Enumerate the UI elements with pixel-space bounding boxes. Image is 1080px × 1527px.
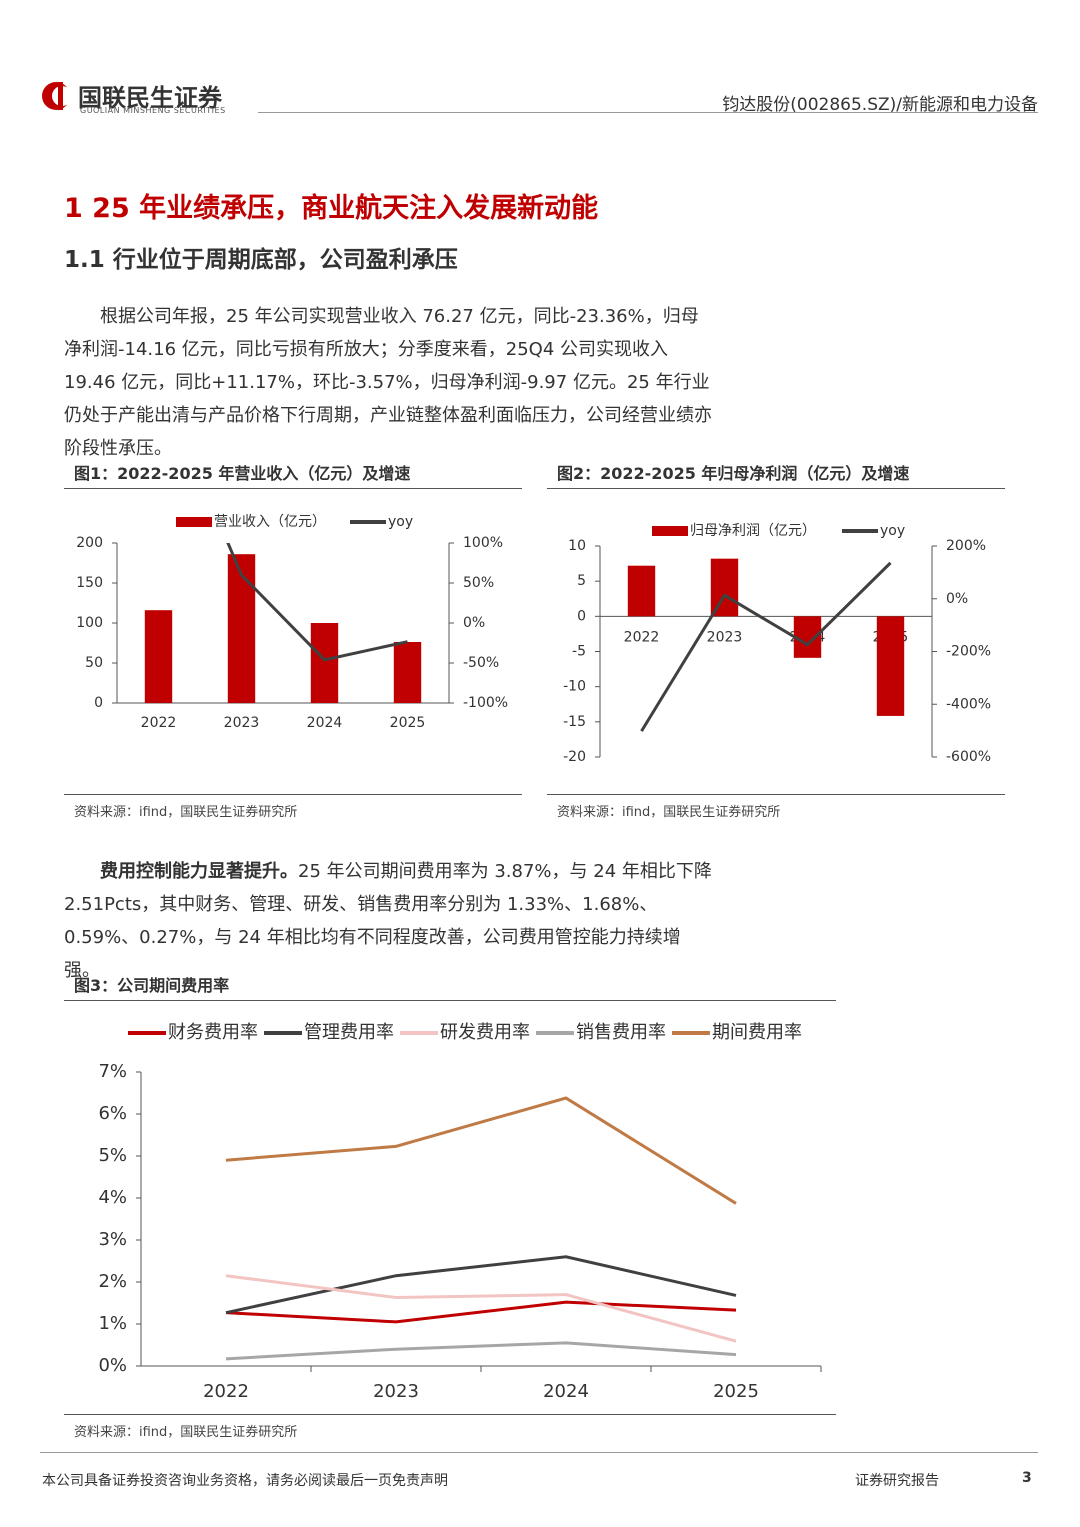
line (225, 1255, 737, 1315)
h2: 1.1 行业位于周期底部，公司盈利承压 (64, 247, 458, 273)
x-tick-label: 2022 (203, 1381, 249, 1402)
line (226, 543, 408, 662)
bar (627, 565, 656, 617)
y-tick-label: 10 (568, 538, 586, 554)
y2-tick-label: 50% (463, 575, 494, 591)
header-rule (258, 112, 1038, 113)
line (225, 1096, 737, 1205)
y-tick-label: -5 (572, 644, 586, 660)
legend-label: 销售费用率 (576, 1022, 666, 1043)
x-tick-label: 2025 (390, 715, 426, 731)
y-tick-label: -10 (563, 679, 586, 695)
legend-swatch (652, 526, 688, 536)
y2-tick-label: -200% (946, 644, 991, 660)
figure-title: 图2：2022-2025 年归母净利润（亿元）及增速 (547, 460, 1005, 489)
y2-tick-label: 0% (946, 591, 968, 607)
x-tick-label: 2022 (141, 715, 177, 731)
legend-label: 研发费用率 (440, 1022, 530, 1043)
figure-source: 资料来源：ifind，国联民生证券研究所 (64, 1414, 836, 1440)
y-tick-label: -20 (563, 749, 586, 765)
bar (310, 623, 339, 703)
x-tick-label: 2023 (373, 1381, 419, 1402)
y2-tick-label: -50% (463, 655, 499, 671)
bar (710, 558, 739, 617)
footer-type: 证券研究报告 (855, 1473, 939, 1489)
y-tick-label: 2% (98, 1271, 127, 1292)
header-right: 钧达股份(002865.SZ)/新能源和电力设备 (722, 95, 1038, 115)
x-tick-label: 2023 (707, 629, 743, 645)
h1: 1 25 年业绩承压，商业航天注入发展新动能 (64, 193, 599, 224)
x-tick-label: 2024 (307, 715, 343, 731)
y2-tick-label: 200% (946, 538, 986, 554)
legend-label: 财务费用率 (168, 1022, 258, 1043)
lead: 费用控制能力显著提升。 (100, 861, 298, 882)
legend-label: 归母净利润（亿元） (690, 522, 816, 539)
logo-icon (42, 82, 72, 110)
y-tick-label: 0% (98, 1355, 127, 1376)
y-tick-label: 3% (98, 1229, 127, 1250)
line (225, 1300, 737, 1324)
line (640, 561, 892, 732)
y-tick-label: 4% (98, 1187, 127, 1208)
legend-label: yoy (388, 514, 413, 530)
bar (227, 554, 256, 703)
paragraph: 费用控制能力显著提升。25 年公司期间费用率为 3.87%，与 24 年相比下降… (64, 855, 714, 987)
legend-label: yoy (880, 523, 905, 539)
text: 25 年公司期间费用率为 3.87%，与 24 年相比下降 2.51Pcts，其… (64, 861, 712, 981)
logo-text: 国联民生证券 (78, 84, 222, 112)
x-tick-label: 2022 (624, 629, 660, 645)
y2-tick-label: 0% (463, 615, 485, 631)
line (225, 1341, 737, 1361)
x-tick-label: 2024 (543, 1381, 589, 1402)
footer-disclaimer: 本公司具备证券投资咨询业务资格，请务必阅读最后一页免责声明 (42, 1473, 448, 1489)
footer-rule (40, 1452, 1038, 1453)
y-tick-label: 0 (94, 695, 103, 711)
y-tick-label: -15 (563, 714, 586, 730)
legend-swatch (176, 517, 212, 527)
x-tick-label: 2025 (713, 1381, 759, 1402)
bar (393, 641, 422, 703)
y-tick-label: 100 (76, 615, 103, 631)
y-tick-label: 200 (76, 535, 103, 551)
bar (876, 616, 905, 716)
y-tick-label: 150 (76, 575, 103, 591)
y-tick-label: 5% (98, 1145, 127, 1166)
y-tick-label: 5 (577, 573, 586, 589)
y-tick-label: 7% (98, 1061, 127, 1082)
x-tick-label: 2023 (224, 715, 260, 731)
y-tick-label: 50 (85, 655, 103, 671)
legend-label: 期间费用率 (712, 1022, 802, 1043)
figure-source: 资料来源：ifind，国联民生证券研究所 (547, 794, 1005, 820)
figure-title: 图1：2022-2025 年营业收入（亿元）及增速 (64, 460, 522, 489)
page-number: 3 (1022, 1470, 1032, 1486)
y-tick-label: 1% (98, 1313, 127, 1334)
figure-source: 资料来源：ifind，国联民生证券研究所 (64, 794, 522, 820)
y2-tick-label: 100% (463, 535, 503, 551)
bar (144, 610, 173, 703)
line (225, 1274, 737, 1343)
legend-label: 管理费用率 (304, 1022, 394, 1043)
logo-en: GUOLIAN MINSHENG SECURITIES (80, 106, 226, 115)
y-tick-label: 6% (98, 1103, 127, 1124)
y2-tick-label: -400% (946, 696, 991, 712)
paragraph: 根据公司年报，25 年公司实现营业收入 76.27 亿元，同比-23.36%，归… (64, 306, 712, 459)
y2-tick-label: -600% (946, 749, 991, 765)
figure-title: 图3：公司期间费用率 (64, 972, 836, 1001)
y2-tick-label: -100% (463, 695, 508, 711)
y-tick-label: 0 (577, 608, 586, 624)
legend-label: 营业收入（亿元） (214, 514, 326, 530)
